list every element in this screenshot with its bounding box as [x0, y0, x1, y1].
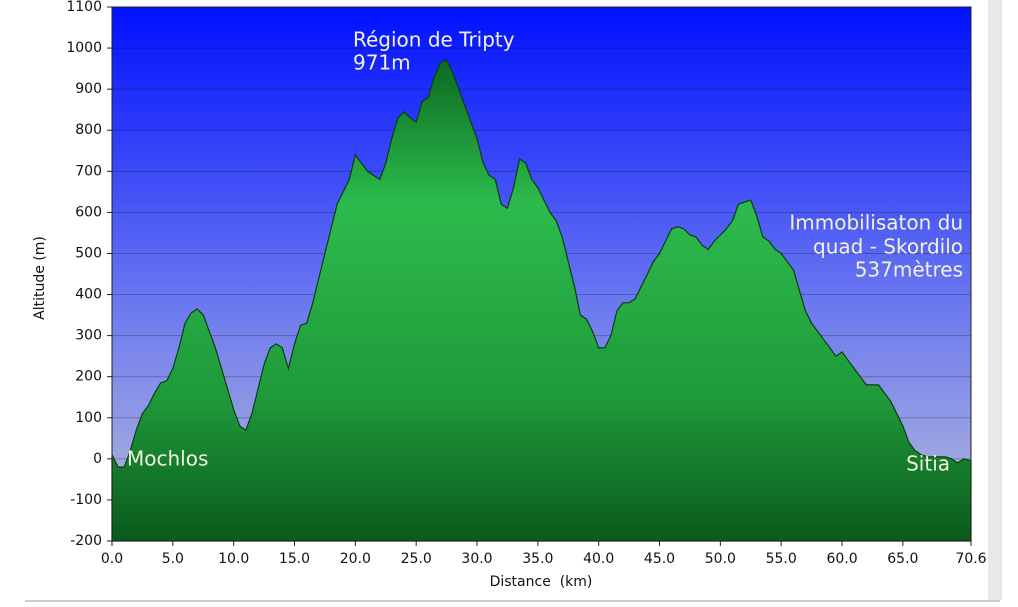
x-axis-title: Distance (km)	[490, 574, 593, 590]
y-tick-label: 700	[75, 163, 102, 179]
annotation: Mochlos	[127, 447, 208, 471]
y-tick-label: -200	[70, 533, 102, 549]
y-tick-label: 600	[75, 204, 102, 220]
x-tick-label: 45.0	[644, 551, 675, 567]
x-tick-label: 30.0	[461, 551, 492, 567]
y-tick-label: 0	[93, 451, 102, 467]
scrollbar	[988, 0, 1002, 600]
plot-frame	[111, 6, 972, 542]
y-tick-label: 500	[75, 245, 102, 261]
annotation: Sitia	[906, 452, 950, 476]
x-tick-label: 65.0	[887, 551, 918, 567]
x-tick-label: 10.0	[218, 551, 249, 567]
y-tick-label: -100	[70, 492, 102, 508]
annotation: Région de Tripty	[353, 28, 515, 52]
x-tick-label: 20.0	[340, 551, 371, 567]
y-tick-label: 1000	[66, 40, 102, 56]
y-tick-label: 800	[75, 122, 102, 138]
x-tick-label: 35.0	[522, 551, 553, 567]
x-tick-label: 5.0	[162, 551, 184, 567]
y-tick-label: 100	[75, 410, 102, 426]
x-tick-label: 55.0	[766, 551, 797, 567]
y-tick-label: 300	[75, 328, 102, 344]
y-tick-label: 400	[75, 287, 102, 303]
annotation: quad - Skordilo	[813, 235, 963, 259]
y-axis-title: Altitude (m)	[32, 236, 48, 320]
plot	[111, 59, 972, 542]
x-tick-label: 50.0	[705, 551, 736, 567]
x-tick-label: 25.0	[401, 551, 432, 567]
annotation: 971m	[353, 51, 411, 75]
y-tick-label: 1100	[66, 0, 102, 15]
y-tick-label: 200	[75, 369, 102, 385]
y-tick-label: 900	[75, 81, 102, 97]
x-tick-label: 70.6	[955, 551, 986, 567]
x-tick-label: 0.0	[101, 551, 123, 567]
x-tick-label: 15.0	[279, 551, 310, 567]
elevation-area	[111, 59, 972, 542]
x-tick-label: 40.0	[583, 551, 614, 567]
annotation: 537mètres	[855, 258, 963, 282]
annotation: Immobilisaton du	[789, 211, 963, 235]
x-tick-label: 60.0	[826, 551, 857, 567]
